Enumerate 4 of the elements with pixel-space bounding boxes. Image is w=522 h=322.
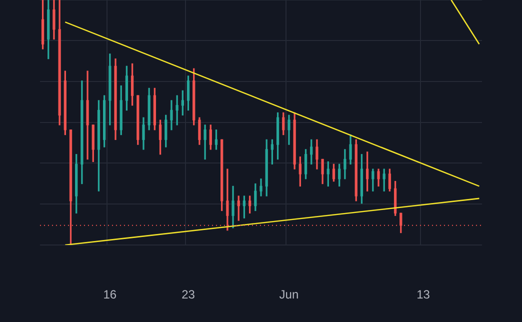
x-tick-label: 23 [182,288,196,302]
x-tick-label: 13 [416,288,430,302]
x-tick-label: Jun [279,288,299,302]
x-tick-label: 16 [103,288,117,302]
